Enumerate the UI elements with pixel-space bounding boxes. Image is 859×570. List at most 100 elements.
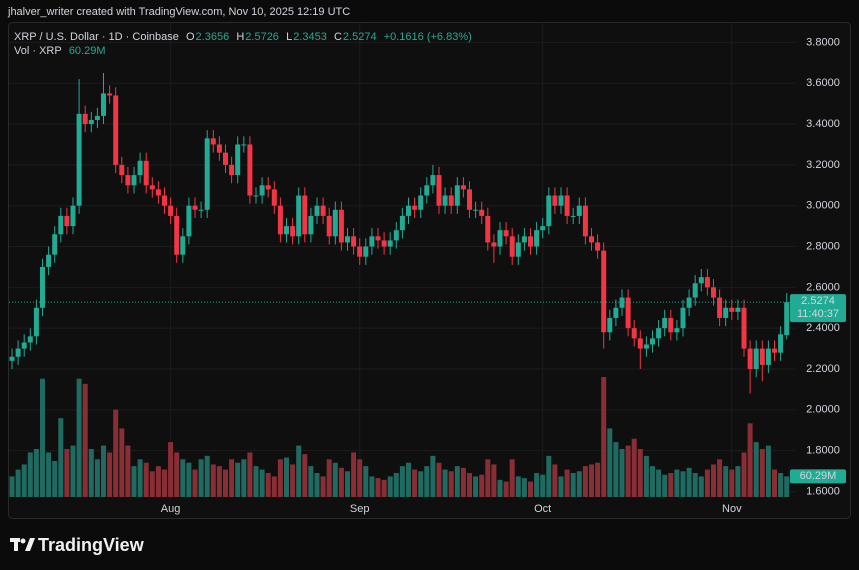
volume-bar [778, 473, 784, 497]
candle-body [711, 287, 716, 298]
volume-bar [296, 445, 302, 497]
volume-bar [430, 455, 436, 497]
volume-bar [528, 481, 533, 497]
volume-bar [698, 476, 704, 497]
candle-body [210, 138, 216, 145]
candle-body [686, 297, 692, 308]
volume-bar [149, 471, 155, 497]
x-tick-label: Sep [350, 503, 370, 515]
candle-body [52, 234, 58, 255]
volume-bar [552, 464, 558, 497]
candle-body [192, 205, 198, 210]
candle-body [552, 195, 558, 206]
volume-bar [64, 449, 70, 497]
volume-bar [58, 418, 64, 497]
attribution: jhalver_writer created with TradingView.… [8, 6, 351, 18]
candle-body [33, 307, 39, 337]
candle-body [479, 209, 485, 216]
y-tick-label: 3.4000 [806, 118, 840, 130]
volume-bar [351, 452, 357, 497]
volume-bar [473, 476, 479, 497]
volume-bar [564, 469, 570, 497]
volume-bar [375, 478, 381, 497]
volume-bar [558, 476, 564, 497]
volume-bar [546, 455, 552, 497]
candle-body [680, 307, 686, 329]
candle-body [393, 230, 399, 241]
candle-body [448, 195, 454, 206]
candle-body [46, 254, 52, 267]
candle-body [424, 185, 430, 196]
candle-body [509, 236, 515, 257]
candle-body [107, 93, 113, 96]
candle-body [149, 185, 155, 190]
volume-bar [460, 467, 466, 497]
candle-body [271, 189, 277, 206]
volume-bar [784, 476, 790, 497]
y-tick-label: 3.2000 [806, 159, 840, 171]
volume-bar [509, 459, 515, 497]
candle-body [595, 242, 601, 251]
volume-value: 60.29M [68, 45, 106, 57]
candle-body [485, 215, 491, 243]
candle-body [168, 205, 174, 216]
ohlc-key: O [185, 31, 195, 43]
candle-body [82, 113, 88, 125]
volume-bar [82, 383, 88, 497]
volume-bar [363, 466, 369, 497]
y-tick-label: 1.6000 [806, 485, 840, 497]
candle-body [515, 242, 521, 257]
y-tick-label: 2.8000 [806, 240, 840, 252]
volume-bar [302, 454, 308, 497]
volume-bar [229, 459, 235, 497]
volume-bar [454, 466, 460, 497]
volume-bar [393, 473, 399, 497]
volume-bar [491, 464, 497, 497]
volume-bar [314, 473, 320, 497]
volume-bar [381, 479, 387, 497]
volume-bar [76, 378, 82, 497]
ohlc-key: L [286, 31, 293, 43]
volume-bar [723, 466, 729, 497]
volume-bar [290, 464, 296, 497]
candle-body [497, 230, 503, 247]
volume-bar [168, 442, 174, 497]
volume-bar [204, 455, 210, 497]
candle-body [589, 236, 594, 243]
candle-body [113, 95, 119, 165]
volume-bar [650, 466, 655, 497]
y-tick-label: 2.2000 [806, 363, 840, 375]
candle-body [229, 164, 235, 176]
volume-bar [338, 467, 344, 497]
volume-bar [424, 466, 430, 497]
candle-body [40, 266, 45, 308]
volume-bar [589, 464, 594, 497]
candle-body [119, 164, 125, 176]
volume-bar [119, 428, 125, 497]
volume-bar [729, 469, 735, 497]
volume-bar [711, 464, 716, 497]
candle-body [723, 307, 729, 318]
volume-bar [503, 481, 509, 497]
candle-body [338, 209, 344, 243]
volume-bar [497, 479, 503, 497]
volume-bar [747, 423, 753, 497]
candle-body [778, 334, 784, 353]
volume-bar [735, 466, 741, 497]
candle-body [759, 348, 765, 365]
candle-body [204, 138, 210, 210]
candle-body [357, 246, 363, 257]
change: +0.1616 (+6.83%) [383, 31, 472, 43]
volume-bar [613, 442, 619, 497]
volume-bar [515, 476, 521, 497]
candle-body [180, 236, 186, 255]
volume-bar [131, 466, 137, 497]
volume-bar [235, 462, 241, 497]
volume-bar [753, 442, 759, 497]
candle-body [601, 250, 607, 333]
y-tick-label: 1.8000 [806, 445, 840, 457]
candle-body [162, 195, 167, 206]
candle-body [381, 240, 387, 247]
candle-body [125, 175, 131, 186]
